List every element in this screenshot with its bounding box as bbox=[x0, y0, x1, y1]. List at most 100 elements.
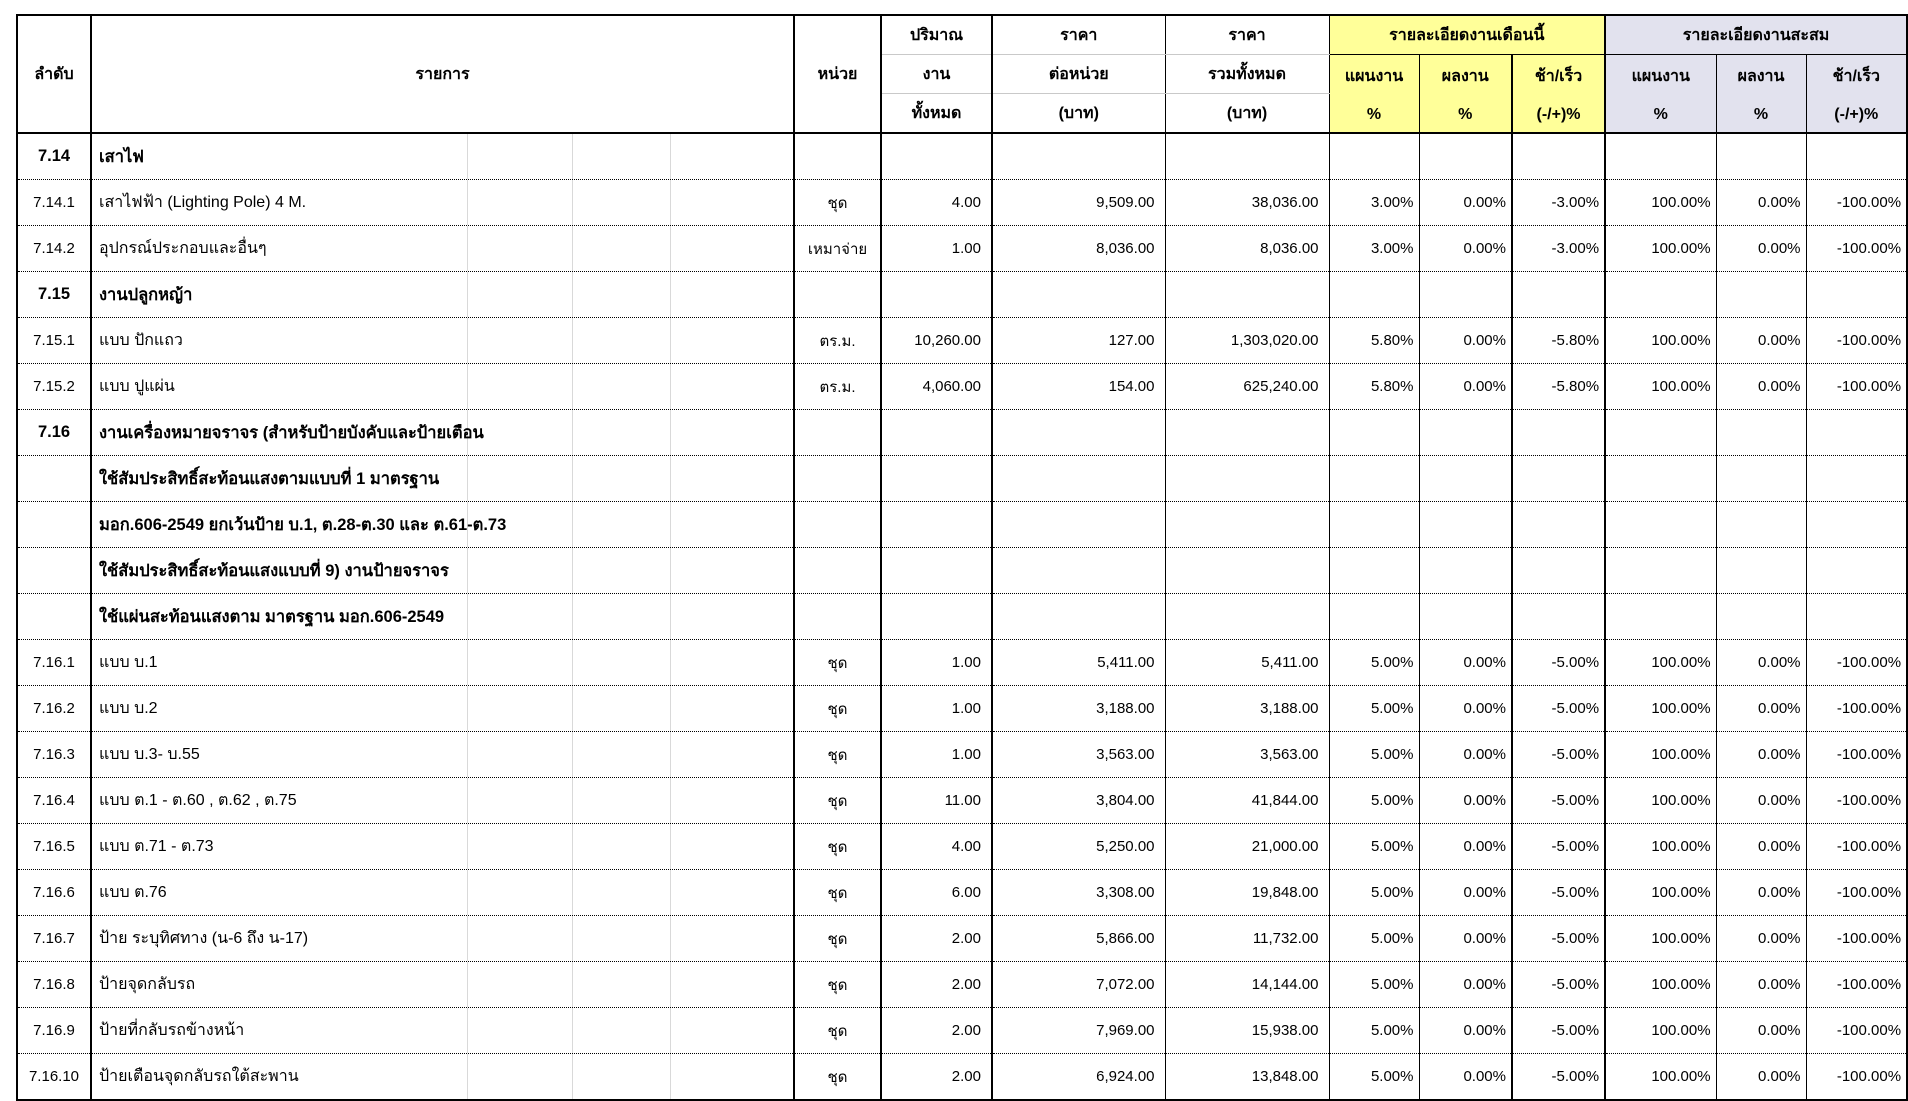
month-actual-cell: 0.00% bbox=[1419, 777, 1513, 824]
header-item: รายการ bbox=[91, 15, 795, 134]
quantity-cell: 2.00 bbox=[881, 1007, 993, 1054]
unit-price-cell bbox=[992, 501, 1166, 548]
unit-cell: ชุด bbox=[794, 869, 882, 916]
unit-cell: ชุด bbox=[794, 731, 882, 778]
unit-cell: ชุด bbox=[794, 1053, 882, 1101]
row-number-cell bbox=[17, 501, 92, 548]
quantity-cell: 6.00 bbox=[881, 869, 993, 916]
cum-plan-cell: 100.00% bbox=[1605, 179, 1717, 226]
total-price-cell bbox=[1165, 455, 1330, 502]
unit-cell: ชุด bbox=[794, 179, 882, 226]
cum-plan-cell bbox=[1605, 271, 1717, 318]
unit-price-cell: 5,250.00 bbox=[992, 823, 1166, 870]
month-actual-cell: 0.00% bbox=[1419, 823, 1513, 870]
cum-actual-cell: 0.00% bbox=[1716, 1053, 1807, 1101]
item-description-cell: มอก.606-2549 ยกเว้นป้าย บ.1, ต.28-ต.30 แ… bbox=[91, 501, 795, 548]
item-description-cell: อุปกรณ์ประกอบและอื่นๆ bbox=[91, 225, 795, 272]
month-actual-cell: 0.00% bbox=[1419, 685, 1513, 732]
month-actual-cell bbox=[1419, 271, 1513, 318]
month-diff-cell: -3.00% bbox=[1512, 179, 1607, 226]
unit-price-cell: 6,924.00 bbox=[992, 1053, 1166, 1101]
quantity-cell: 4.00 bbox=[881, 823, 993, 870]
quantity-cell: 2.00 bbox=[881, 961, 993, 1008]
item-description-cell: แบบ ต.1 - ต.60 , ต.62 , ต.75 bbox=[91, 777, 795, 824]
month-plan-cell bbox=[1329, 133, 1420, 180]
table-row: 7.16.7 ป้าย ระบุทิศทาง (น-6 ถึง น-17) ชุ… bbox=[17, 915, 1908, 962]
cum-actual-cell: 0.00% bbox=[1716, 961, 1807, 1008]
month-plan-cell: 5.00% bbox=[1329, 1007, 1420, 1054]
month-diff-cell: -5.00% bbox=[1512, 869, 1607, 916]
item-description-cell: ใช้แผ่นสะท้อนแสงตาม มาตรฐาน มอก.606-2549 bbox=[91, 593, 795, 640]
quantity-cell bbox=[881, 409, 993, 456]
cum-actual-cell: 0.00% bbox=[1716, 823, 1807, 870]
item-description-cell: งานเครื่องหมายจราจร (สำหรับป้ายบังคับและ… bbox=[91, 409, 795, 456]
table-row: 7.16.9 ป้ายที่กลับรถข้างหน้า ชุด 2.00 7,… bbox=[17, 1007, 1908, 1054]
month-plan-cell bbox=[1329, 271, 1420, 318]
item-description-cell: ป้าย ระบุทิศทาง (น-6 ถึง น-17) bbox=[91, 915, 795, 962]
total-price-cell: 14,144.00 bbox=[1165, 961, 1330, 1008]
item-description-cell: แบบ ต.76 bbox=[91, 869, 795, 916]
cum-diff-cell: -100.00% bbox=[1806, 317, 1908, 364]
unit-price-cell: 3,563.00 bbox=[992, 731, 1166, 778]
header-cum-diff: ช้า/เร็ว (-/+)% bbox=[1806, 54, 1908, 134]
unit-price-cell bbox=[992, 455, 1166, 502]
header-month-plan-label: แผนงาน bbox=[1344, 67, 1404, 85]
row-number-cell: 7.15.2 bbox=[17, 363, 92, 410]
unit-price-cell bbox=[992, 133, 1166, 180]
cum-diff-cell bbox=[1806, 133, 1908, 180]
row-number-cell: 7.16.4 bbox=[17, 777, 92, 824]
item-description-cell: ป้ายเตือนจุดกลับรถใต้สะพาน bbox=[91, 1053, 795, 1101]
cum-actual-cell: 0.00% bbox=[1716, 363, 1807, 410]
table-row: 7.16.6 แบบ ต.76 ชุด 6.00 3,308.00 19,848… bbox=[17, 869, 1908, 916]
table-row: 7.16.4 แบบ ต.1 - ต.60 , ต.62 , ต.75 ชุด … bbox=[17, 777, 1908, 824]
month-plan-cell: 3.00% bbox=[1329, 225, 1420, 272]
month-actual-cell: 0.00% bbox=[1419, 317, 1513, 364]
unit-cell bbox=[794, 409, 882, 456]
total-price-cell: 3,563.00 bbox=[1165, 731, 1330, 778]
month-actual-cell: 0.00% bbox=[1419, 1007, 1513, 1054]
month-diff-cell bbox=[1512, 271, 1607, 318]
month-diff-cell bbox=[1512, 455, 1607, 502]
unit-cell bbox=[794, 133, 882, 180]
item-description-cell: ป้ายที่กลับรถข้างหน้า bbox=[91, 1007, 795, 1054]
row-number-cell: 7.16.1 bbox=[17, 639, 92, 686]
cum-plan-cell: 100.00% bbox=[1605, 685, 1717, 732]
total-price-cell bbox=[1165, 409, 1330, 456]
cum-plan-cell bbox=[1605, 133, 1717, 180]
cum-plan-cell bbox=[1605, 455, 1717, 502]
item-description-cell: งานปลูกหญ้า bbox=[91, 271, 795, 318]
header-unit-price-line3: (บาท) bbox=[992, 93, 1166, 134]
total-price-cell: 1,303,020.00 bbox=[1165, 317, 1330, 364]
header-total-price-line1: ราคา bbox=[1165, 15, 1330, 55]
unit-cell: ชุด bbox=[794, 1007, 882, 1054]
month-plan-cell bbox=[1329, 501, 1420, 548]
cum-diff-cell bbox=[1806, 409, 1908, 456]
month-plan-cell: 5.00% bbox=[1329, 915, 1420, 962]
row-number-cell: 7.16.2 bbox=[17, 685, 92, 732]
unit-cell bbox=[794, 271, 882, 318]
month-diff-cell: -5.00% bbox=[1512, 1053, 1607, 1101]
table-row: 7.16.10 ป้ายเตือนจุดกลับรถใต้สะพาน ชุด 2… bbox=[17, 1053, 1908, 1101]
month-actual-cell: 0.00% bbox=[1419, 915, 1513, 962]
cum-diff-cell: -100.00% bbox=[1806, 777, 1908, 824]
month-diff-cell: -5.00% bbox=[1512, 961, 1607, 1008]
total-price-cell: 21,000.00 bbox=[1165, 823, 1330, 870]
row-number-cell: 7.15 bbox=[17, 271, 92, 318]
row-number-cell: 7.16.9 bbox=[17, 1007, 92, 1054]
month-plan-cell bbox=[1329, 547, 1420, 594]
cum-diff-cell: -100.00% bbox=[1806, 225, 1908, 272]
table-body: 7.14 เสาไฟ 7.14.1 เสาไฟฟ้า (Lighting Pol… bbox=[17, 133, 1908, 1101]
row-number-cell: 7.16.8 bbox=[17, 961, 92, 1008]
row-number-cell: 7.14.2 bbox=[17, 225, 92, 272]
item-description-cell: เสาไฟ bbox=[91, 133, 795, 180]
month-plan-cell: 5.00% bbox=[1329, 823, 1420, 870]
header-month-diff-label: ช้า/เร็ว bbox=[1534, 67, 1583, 85]
cum-plan-cell bbox=[1605, 593, 1717, 640]
month-plan-cell: 5.80% bbox=[1329, 363, 1420, 410]
header-cum-group: รายละเอียดงานสะสม bbox=[1605, 15, 1908, 55]
item-description-cell: เสาไฟฟ้า (Lighting Pole) 4 M. bbox=[91, 179, 795, 226]
row-number-cell bbox=[17, 547, 92, 594]
row-number-cell: 7.16 bbox=[17, 409, 92, 456]
cum-plan-cell: 100.00% bbox=[1605, 961, 1717, 1008]
quantity-cell bbox=[881, 133, 993, 180]
